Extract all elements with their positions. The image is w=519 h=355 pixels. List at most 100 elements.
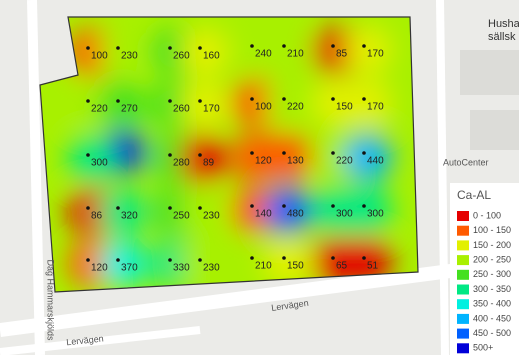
sample-dot — [331, 151, 335, 155]
legend-label: 250 - 300 — [473, 269, 511, 279]
heat-blobs — [68, 26, 392, 288]
sample-label: 320 — [121, 211, 138, 222]
legend-swatch — [457, 269, 469, 280]
legend-label: 200 - 250 — [473, 254, 511, 264]
building — [470, 110, 519, 150]
place-label: sällsk — [488, 31, 516, 43]
legend-label: 150 - 200 — [473, 240, 511, 250]
sample-dot — [168, 153, 172, 157]
sample-label: 170 — [367, 49, 384, 60]
legend-swatch — [457, 313, 469, 324]
sample-label: 270 — [121, 104, 138, 115]
legend-swatch — [457, 343, 469, 354]
legend-swatch — [457, 211, 469, 221]
sample-dot — [168, 46, 172, 50]
sample-dot — [282, 204, 286, 208]
sample-label: 230 — [121, 51, 138, 62]
sample-dot — [250, 97, 254, 101]
heat-blob — [180, 240, 228, 288]
sample-label: 260 — [173, 104, 190, 115]
sample-label: 140 — [255, 209, 272, 220]
sample-label: 89 — [203, 158, 215, 169]
sample-dot — [362, 256, 366, 260]
street-label: Lervägen — [66, 333, 104, 347]
sample-dot — [198, 99, 202, 103]
sample-dot — [198, 258, 202, 262]
sample-dot — [331, 204, 335, 208]
sample-dot — [331, 256, 335, 260]
legend-swatch — [457, 225, 469, 236]
sample-dot — [198, 206, 202, 210]
road — [0, 255, 519, 337]
heatmap — [40, 17, 418, 292]
legend-swatch — [457, 255, 469, 266]
sample-dot — [198, 46, 202, 50]
sample-label: 260 — [173, 51, 190, 62]
sample-label: 250 — [173, 211, 190, 222]
heat-blob — [264, 26, 312, 74]
street-label: Dag Hammarskjölds — [46, 259, 56, 341]
legend-label: 100 - 150 — [473, 225, 511, 235]
sample-label: 220 — [91, 104, 108, 115]
sample-label: 220 — [287, 102, 304, 113]
sample-label: 330 — [173, 263, 190, 274]
sample-label: 120 — [255, 156, 272, 167]
sample-label: 170 — [367, 102, 384, 113]
heat-blob — [344, 26, 392, 74]
sample-dot — [250, 151, 254, 155]
sample-dot — [331, 44, 335, 48]
road — [0, 326, 201, 355]
sample-dot — [116, 258, 120, 262]
sample-label: 240 — [255, 49, 272, 60]
heat-blob — [98, 240, 146, 288]
heat-blob — [98, 28, 146, 76]
heat-blob — [180, 81, 228, 129]
building — [460, 50, 519, 95]
heat-blob — [344, 79, 392, 127]
sample-label: 230 — [203, 211, 220, 222]
heat-blob — [264, 133, 312, 181]
road — [27, 0, 45, 355]
sample-dot — [86, 206, 90, 210]
sample-dot — [362, 204, 366, 208]
sample-dot — [86, 153, 90, 157]
sample-label: 300 — [336, 209, 353, 220]
sample-dot — [116, 99, 120, 103]
sample-label: 370 — [121, 263, 138, 274]
place-label: AutoCenter — [443, 157, 489, 167]
place-label: Husha — [488, 18, 519, 30]
legend-swatch — [457, 240, 469, 251]
legend-title: Ca-AL — [457, 188, 491, 202]
heat-blob — [180, 188, 228, 236]
sample-dot — [168, 206, 172, 210]
sample-dot — [282, 151, 286, 155]
sample-dot — [250, 44, 254, 48]
heat-blob — [180, 135, 228, 183]
sample-label: 280 — [173, 158, 190, 169]
sample-dot — [116, 206, 120, 210]
heat-blob — [180, 28, 228, 76]
sample-dot — [168, 258, 172, 262]
heat-blob — [98, 188, 146, 236]
legend-swatch — [457, 328, 469, 339]
sample-dot — [86, 99, 90, 103]
sample-label: 170 — [203, 104, 220, 115]
sample-dot — [168, 99, 172, 103]
legend-items: 0 - 100 100 - 150 150 - 200 200 - 250 250 - … — [457, 210, 511, 354]
field-border — [39, 16, 419, 293]
sample-label: 440 — [367, 156, 384, 167]
road — [436, 0, 449, 355]
heat-blob — [98, 81, 146, 129]
legend-swatch — [457, 284, 469, 295]
sample-label: 210 — [287, 49, 304, 60]
sample-label: 100 — [91, 51, 108, 62]
sample-label: 160 — [203, 51, 220, 62]
sample-label: 85 — [336, 49, 348, 60]
sample-label: 130 — [287, 156, 304, 167]
sample-label: 65 — [336, 261, 348, 272]
heat-blob — [344, 186, 392, 234]
sample-dot — [86, 258, 90, 262]
sample-dot — [86, 46, 90, 50]
heat-blob — [264, 79, 312, 127]
